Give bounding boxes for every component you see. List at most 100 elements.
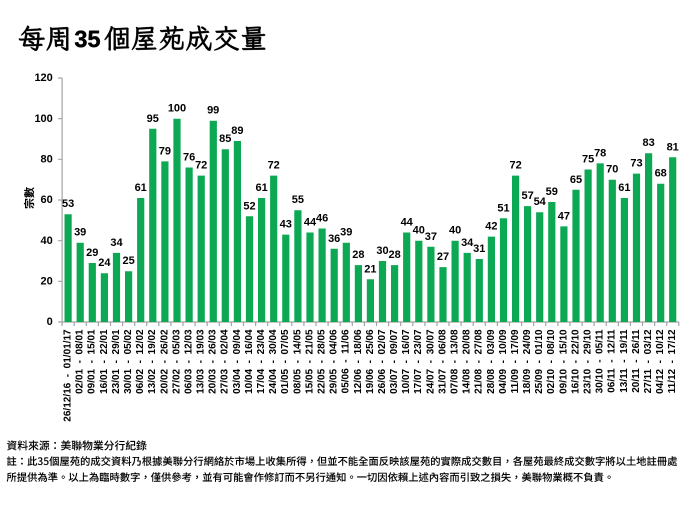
svg-text:89: 89 — [231, 125, 243, 137]
svg-text:55: 55 — [292, 194, 304, 206]
svg-text:73: 73 — [630, 158, 642, 170]
svg-text:61: 61 — [255, 182, 267, 194]
svg-text:13/03 - 19/03: 13/03 - 19/03 — [196, 329, 207, 394]
svg-text:29: 29 — [86, 247, 98, 259]
svg-text:72: 72 — [509, 160, 521, 172]
svg-text:120: 120 — [34, 72, 52, 84]
svg-text:61: 61 — [135, 182, 147, 194]
svg-text:20/03 - 26/03: 20/03 - 26/03 — [208, 329, 219, 394]
svg-text:0: 0 — [47, 316, 53, 328]
svg-text:03/07 - 09/07: 03/07 - 09/07 — [389, 329, 400, 394]
svg-text:51: 51 — [497, 202, 509, 214]
svg-text:10/04 - 16/04: 10/04 - 16/04 — [244, 329, 255, 394]
svg-text:76: 76 — [183, 152, 195, 164]
svg-text:75: 75 — [582, 154, 594, 166]
svg-text:12/06 - 18/06: 12/06 - 18/06 — [353, 329, 364, 394]
svg-text:100: 100 — [34, 113, 52, 125]
svg-text:40: 40 — [41, 235, 53, 247]
svg-text:06/02 - 12/02: 06/02 - 12/02 — [135, 329, 146, 394]
svg-text:20: 20 — [41, 276, 53, 288]
svg-text:100: 100 — [168, 103, 186, 115]
svg-text:43: 43 — [280, 219, 292, 231]
svg-text:21/08 - 27/08: 21/08 - 27/08 — [474, 329, 485, 394]
svg-text:65: 65 — [570, 174, 582, 186]
svg-text:46: 46 — [316, 213, 328, 225]
svg-text:26/06 - 02/07: 26/06 - 02/07 — [377, 329, 388, 394]
svg-text:57: 57 — [521, 190, 533, 202]
svg-text:18/09 - 24/09: 18/09 - 24/09 — [522, 329, 533, 394]
svg-text:11/12 - 17/12: 11/12 - 17/12 — [667, 329, 678, 393]
svg-text:40: 40 — [449, 225, 461, 237]
svg-text:23/01 - 29/01: 23/01 - 29/01 — [111, 329, 122, 394]
svg-text:09/10 - 15/10: 09/10 - 15/10 — [558, 329, 569, 394]
svg-text:27/11 - 03/12: 27/11 - 03/12 — [643, 329, 654, 393]
svg-text:78: 78 — [594, 147, 606, 159]
svg-text:81: 81 — [667, 141, 679, 153]
svg-text:54: 54 — [534, 196, 547, 208]
svg-text:28: 28 — [352, 249, 364, 261]
svg-text:13/11 - 19/11: 13/11 - 19/11 — [619, 329, 630, 393]
svg-text:13/02 - 19/02: 13/02 - 19/02 — [147, 329, 158, 394]
svg-text:59: 59 — [546, 186, 558, 198]
svg-text:06/11 - 12/11: 06/11 - 12/11 — [607, 329, 618, 393]
svg-text:24: 24 — [98, 257, 111, 269]
svg-text:16/10 - 22/10: 16/10 - 22/10 — [570, 329, 581, 394]
svg-text:27: 27 — [437, 251, 449, 263]
svg-text:70: 70 — [606, 164, 618, 176]
svg-text:26/12/16 - 01/01/17: 26/12/16 - 01/01/17 — [63, 329, 74, 422]
svg-text:21: 21 — [364, 263, 376, 275]
svg-text:27/02 - 05/03: 27/02 - 05/03 — [171, 329, 182, 394]
svg-text:42: 42 — [485, 221, 497, 233]
svg-text:99: 99 — [207, 105, 219, 117]
svg-text:11/09 - 17/09: 11/09 - 17/09 — [510, 329, 521, 393]
svg-text:20/11 - 26/11: 20/11 - 26/11 — [631, 329, 642, 393]
svg-text:24/04 - 30/04: 24/04 - 30/04 — [268, 329, 279, 394]
svg-text:36: 36 — [328, 233, 340, 245]
svg-text:10/07 - 16/07: 10/07 - 16/07 — [401, 329, 412, 394]
svg-text:25: 25 — [122, 255, 134, 267]
svg-text:30/01 - 05/02: 30/01 - 05/02 — [123, 329, 134, 394]
svg-text:05/06 - 11/06: 05/06 - 11/06 — [341, 329, 352, 393]
svg-text:47: 47 — [558, 210, 570, 222]
svg-text:44: 44 — [304, 217, 317, 229]
svg-text:17/07 - 23/07: 17/07 - 23/07 — [413, 329, 424, 394]
svg-text:03/04 - 09/04: 03/04 - 09/04 — [232, 329, 243, 394]
svg-text:68: 68 — [655, 168, 667, 180]
svg-text:31/07 - 06/08: 31/07 - 06/08 — [437, 329, 448, 394]
svg-text:17/04 - 23/04: 17/04 - 23/04 — [256, 329, 267, 394]
svg-text:01/05 - 07/05: 01/05 - 07/05 — [280, 329, 291, 394]
svg-text:28/08 - 03/09: 28/08 - 03/09 — [486, 329, 497, 394]
svg-text:15/05 - 21/05: 15/05 - 21/05 — [304, 329, 315, 394]
svg-text:06/03 - 12/03: 06/03 - 12/03 — [184, 329, 195, 394]
svg-text:14/08 - 20/08: 14/08 - 20/08 — [462, 329, 473, 394]
svg-text:25/09 - 01/10: 25/09 - 01/10 — [534, 329, 545, 394]
svg-text:07/08 - 13/08: 07/08 - 13/08 — [450, 329, 461, 394]
svg-text:79: 79 — [159, 145, 171, 157]
svg-text:85: 85 — [219, 133, 231, 145]
svg-text:04/12 - 10/12: 04/12 - 10/12 — [655, 329, 666, 394]
svg-text:37: 37 — [425, 231, 437, 243]
svg-text:20/02 - 26/02: 20/02 - 26/02 — [159, 329, 170, 394]
svg-text:61: 61 — [618, 182, 630, 194]
svg-text:31: 31 — [473, 243, 485, 255]
svg-text:02/01 - 08/01: 02/01 - 08/01 — [75, 329, 86, 394]
svg-text:83: 83 — [642, 137, 654, 149]
svg-text:44: 44 — [401, 217, 414, 229]
svg-text:29/05 - 04/06: 29/05 - 04/06 — [329, 329, 340, 394]
svg-text:60: 60 — [41, 194, 53, 206]
svg-text:04/09 - 10/09: 04/09 - 10/09 — [498, 329, 509, 394]
svg-text:95: 95 — [147, 113, 159, 125]
svg-text:39: 39 — [340, 227, 352, 239]
svg-text:34: 34 — [110, 237, 123, 249]
svg-text:08/05 - 14/05: 08/05 - 14/05 — [292, 329, 303, 394]
svg-text:72: 72 — [268, 160, 280, 172]
svg-text:09/01 - 15/01: 09/01 - 15/01 — [87, 329, 98, 394]
svg-text:16/01 - 22/01: 16/01 - 22/01 — [99, 329, 110, 394]
svg-text:23/10 - 29/10: 23/10 - 29/10 — [583, 329, 594, 394]
svg-text:34: 34 — [461, 237, 474, 249]
svg-text:80: 80 — [41, 154, 53, 166]
svg-text:30: 30 — [376, 245, 388, 257]
svg-text:53: 53 — [62, 198, 74, 210]
svg-text:39: 39 — [74, 227, 86, 239]
svg-text:52: 52 — [243, 200, 255, 212]
